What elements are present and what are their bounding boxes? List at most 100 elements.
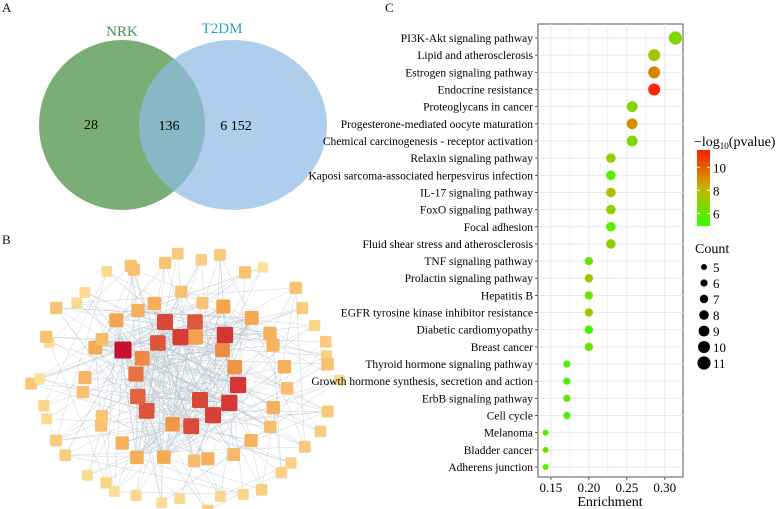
y-tick-label: Thyroid hormone signaling pathway: [365, 359, 533, 371]
network-node: [109, 486, 120, 498]
data-point: [584, 308, 594, 317]
network-edge: [137, 366, 285, 397]
color-legend-tick-label: 10: [713, 160, 726, 175]
network-node: [277, 360, 292, 374]
network-edge: [172, 317, 252, 425]
y-tick-label: Prolactin signaling pathway: [405, 273, 534, 285]
network-node: [50, 434, 62, 447]
data-point: [626, 118, 638, 130]
network-edge: [43, 321, 166, 406]
y-tick-label: Adherens junction: [448, 462, 533, 474]
data-point: [626, 135, 638, 147]
network-edge: [146, 334, 226, 412]
network-edge: [163, 367, 235, 458]
network-edge: [122, 423, 173, 444]
network-node: [147, 296, 162, 311]
data-point: [584, 342, 594, 352]
y-tick-label: Bladder cancer: [464, 445, 533, 457]
data-point: [606, 221, 616, 232]
network-node: [202, 504, 214, 509]
network-edge: [43, 271, 107, 406]
y-tick-label: Kaposi sarcoma-associated herpesvirus in…: [309, 170, 534, 182]
y-tick-label: Endocrine resistance: [438, 84, 533, 96]
network-node: [214, 490, 226, 502]
network-edge: [163, 415, 214, 458]
network-node: [172, 329, 189, 346]
y-tick-label: EGFR tyrosine kinase inhibitor resistanc…: [341, 308, 533, 320]
network-node: [298, 440, 311, 453]
network-node: [227, 359, 242, 375]
network-node: [174, 493, 186, 505]
network-nodes: [25, 247, 345, 509]
network-edge: [55, 334, 226, 441]
network-edge: [122, 379, 340, 444]
network-node: [59, 449, 72, 462]
network-edge: [101, 415, 208, 459]
network-edge: [142, 349, 223, 359]
data-point: [648, 66, 661, 79]
network-edge: [136, 457, 180, 499]
network-node: [41, 413, 53, 425]
data-point: [584, 325, 594, 334]
network-edge: [87, 457, 137, 476]
network-edge: [95, 302, 203, 348]
x-tick-label: 0.25: [615, 480, 638, 495]
network-node: [114, 341, 132, 359]
y-tick-label: Breast cancer: [471, 342, 533, 354]
panel-label-b: B: [2, 232, 11, 247]
network-edge: [219, 254, 224, 307]
network-node: [157, 314, 173, 330]
grid-lines: [538, 24, 683, 477]
y-tick-label: FoxO signaling pathway: [420, 205, 533, 217]
data-point: [648, 83, 661, 96]
network-edge: [146, 306, 224, 412]
network-node: [130, 388, 146, 405]
color-legend-tick-label: 8: [713, 183, 720, 198]
network-edge: [163, 456, 262, 491]
network-edge: [101, 306, 224, 417]
size-legend-dot: [699, 294, 709, 304]
network-node: [289, 281, 302, 295]
y-tick-label: Hepatitis B: [481, 290, 533, 302]
x-axis-label: Enrichment: [577, 495, 642, 509]
y-tick-label: IL-17 signaling pathway: [420, 187, 533, 199]
data-point: [584, 256, 594, 266]
network-node: [95, 332, 109, 346]
network-node: [131, 303, 145, 318]
size-legend-label: 8: [713, 308, 720, 323]
size-legend-label: 7: [713, 292, 720, 307]
network-node: [238, 266, 252, 279]
venn-count-overlap: 136: [159, 119, 180, 134]
network-node: [214, 249, 226, 261]
network-edge: [95, 347, 138, 397]
data-point: [606, 187, 616, 198]
network-edge: [190, 317, 252, 427]
data-point: [668, 31, 683, 45]
venn-circle-t2dm: [139, 40, 327, 210]
y-tick-label: Fluid shear stress and atherosclerosis: [362, 239, 533, 251]
network-node: [188, 330, 203, 345]
network-edge: [49, 265, 131, 343]
network-node: [229, 376, 247, 394]
network-node: [134, 350, 150, 366]
network-node: [244, 310, 259, 325]
network-edge: [65, 446, 305, 456]
data-point: [606, 239, 616, 249]
network-edge: [191, 425, 252, 441]
network-edge: [136, 457, 244, 495]
panel-label-c: C: [385, 0, 394, 15]
y-tick-label: Proteoglycans in cancer: [423, 102, 533, 114]
network-edge: [190, 349, 223, 427]
y-tick-label: Progesterone-mediated oocyte maturation: [341, 119, 533, 131]
network-node: [285, 457, 297, 469]
size-legend-dot: [699, 310, 709, 320]
network-edge: [122, 267, 263, 351]
network-edge: [65, 455, 137, 458]
size-legend-dot: [701, 264, 707, 270]
network-node: [38, 400, 50, 412]
network-node: [205, 407, 222, 424]
network-edge: [223, 306, 321, 432]
network-node: [321, 405, 334, 418]
